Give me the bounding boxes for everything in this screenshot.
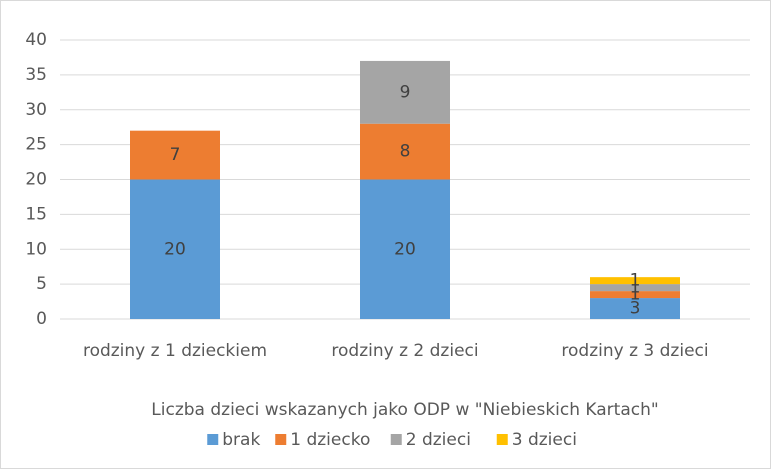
legend-label: 1 dziecko [290, 430, 370, 450]
legend-swatch [207, 434, 219, 445]
data-label: 1 [630, 285, 641, 305]
data-label: 1 [630, 278, 641, 298]
data-label: 8 [400, 142, 411, 162]
x-tick-label: rodziny z 2 dzieci [331, 341, 478, 361]
bar-segment [130, 130, 220, 180]
legend-label: 3 dzieci [512, 430, 577, 450]
y-tick-label: 30 [25, 100, 47, 120]
y-tick-label: 10 [25, 239, 47, 259]
x-tick-label: rodziny z 1 dzieckiem [83, 341, 267, 361]
y-tick-label: 40 [25, 30, 47, 50]
legend-swatch [390, 434, 402, 445]
legend-swatch [496, 434, 508, 445]
y-tick-label: 0 [36, 309, 47, 329]
y-tick-label: 5 [36, 274, 47, 294]
bar-segment [130, 179, 220, 319]
data-label: 7 [170, 145, 181, 165]
y-tick-label: 35 [25, 65, 47, 85]
legend-label: 2 dzieci [406, 430, 471, 450]
y-tick-label: 25 [25, 135, 47, 155]
y-tick-label: 15 [25, 204, 47, 224]
y-tick-label: 20 [25, 170, 47, 190]
bar-segment [360, 179, 450, 319]
legend-label: brak [222, 430, 260, 450]
bar-segment [590, 284, 680, 292]
bar-segment [360, 123, 450, 180]
bar-segment [590, 291, 680, 299]
data-label: 20 [394, 239, 416, 259]
bar-segment [590, 277, 680, 285]
bar-segment [590, 298, 680, 319]
data-label: 3 [630, 299, 641, 319]
x-axis-title: Liczba dzieci wskazanych jako ODP w "Nie… [151, 400, 658, 420]
legend-swatch [275, 434, 287, 445]
x-tick-label: rodziny z 3 dzieci [561, 341, 708, 361]
data-label: 20 [164, 239, 186, 259]
bar-segment [360, 60, 450, 124]
data-label: 1 [630, 271, 641, 291]
data-label: 9 [400, 82, 411, 102]
